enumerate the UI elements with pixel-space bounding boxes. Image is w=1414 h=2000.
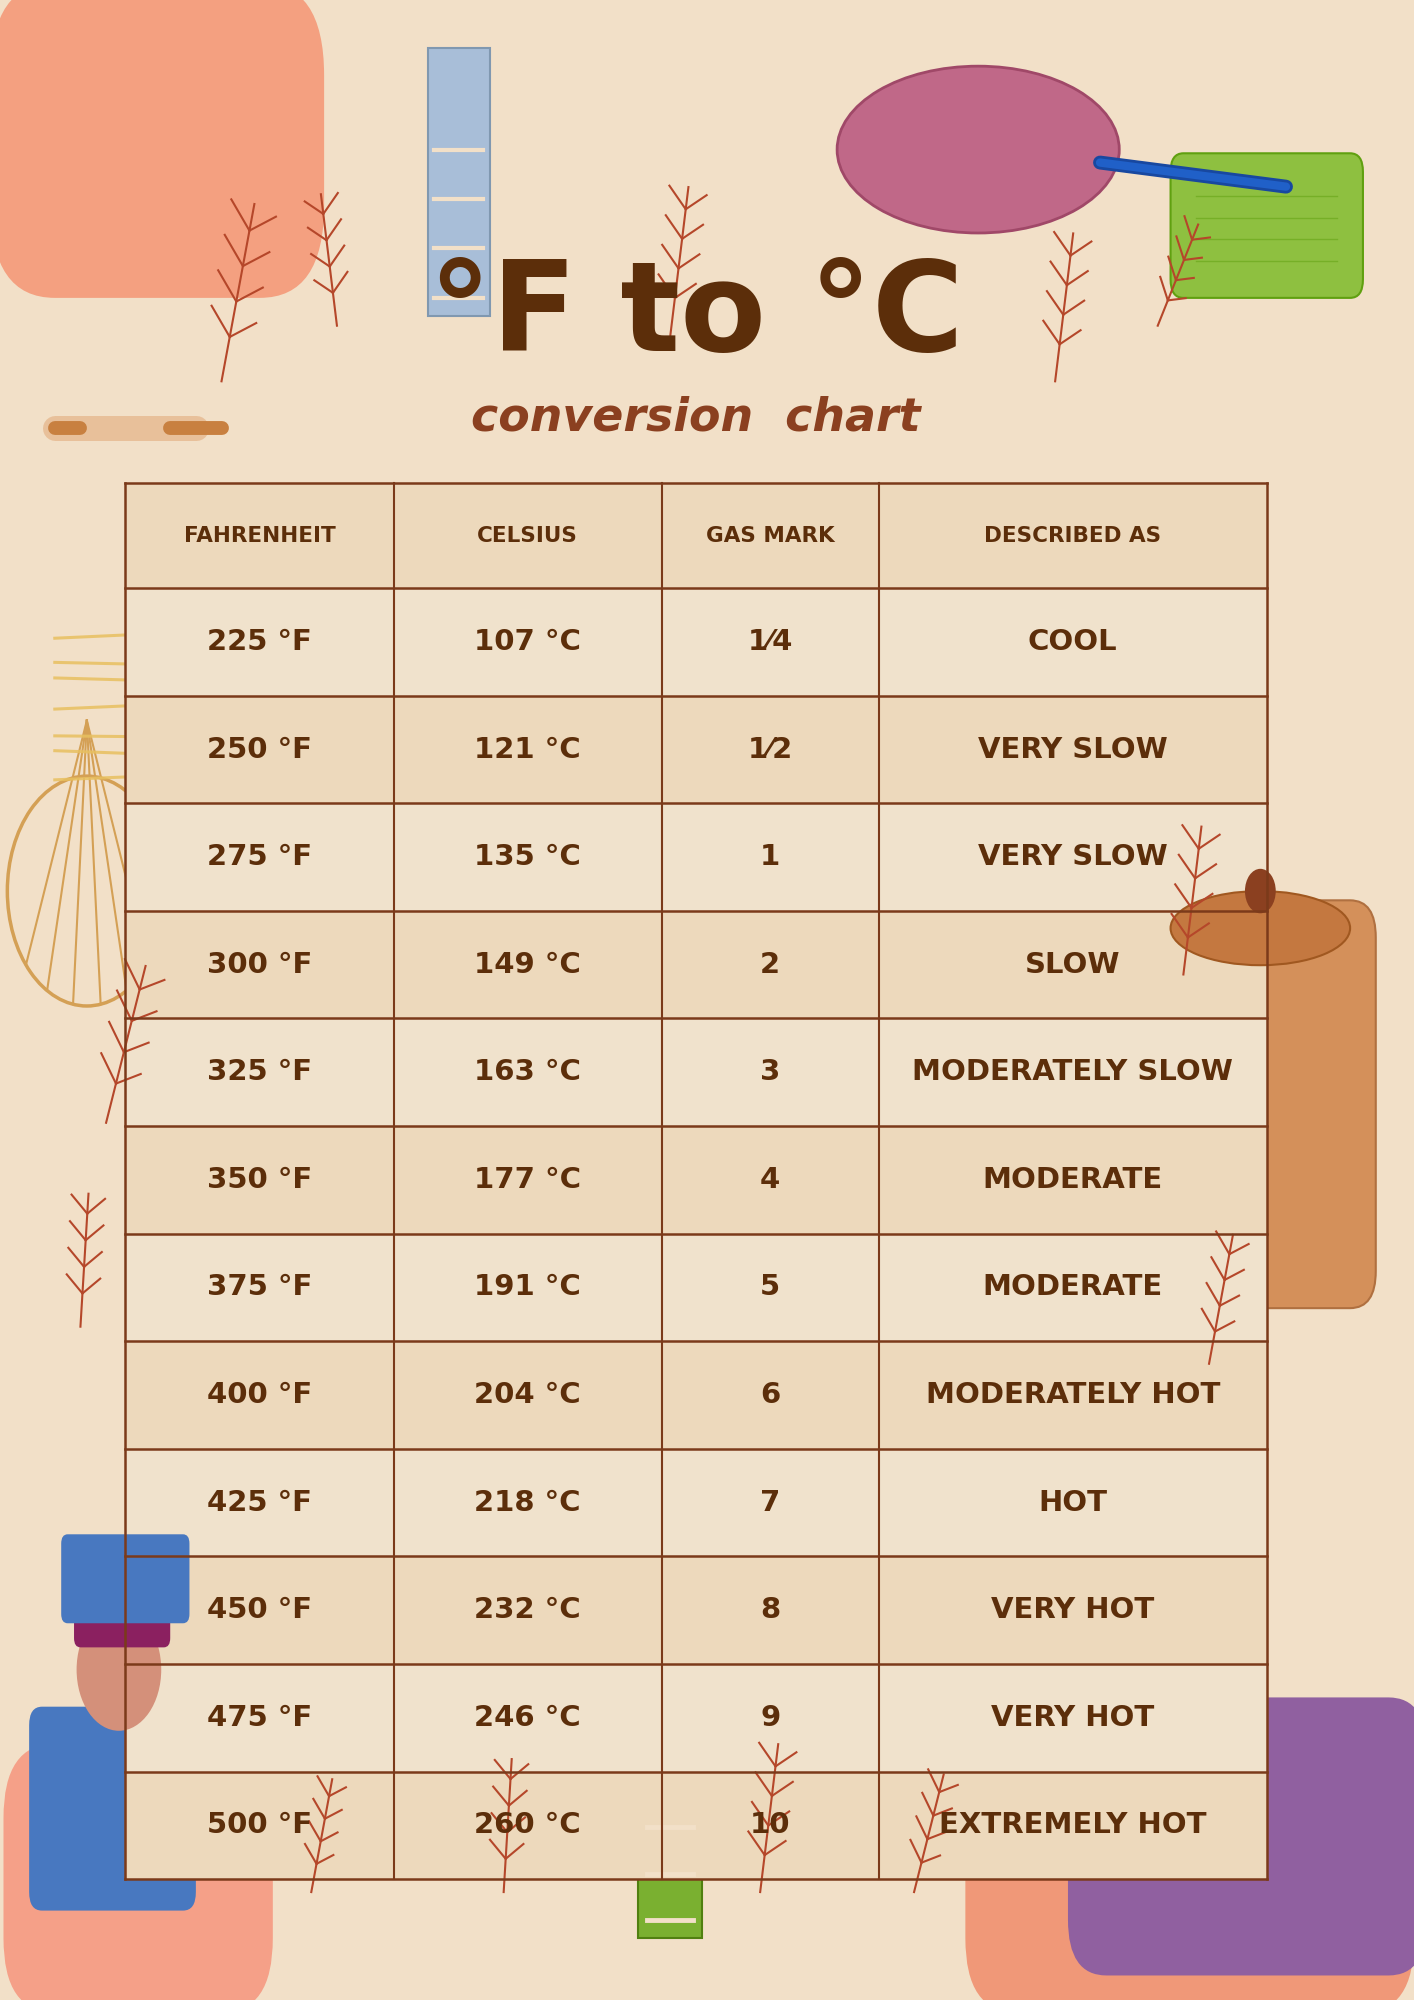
Text: 163 °C: 163 °C — [474, 1058, 581, 1086]
Text: 260 °C: 260 °C — [474, 1812, 581, 1840]
Text: 325 °F: 325 °F — [206, 1058, 312, 1086]
Text: 350 °F: 350 °F — [206, 1166, 312, 1194]
Bar — [126, 1664, 1267, 1772]
Text: 225 °F: 225 °F — [206, 628, 312, 656]
Text: 275 °F: 275 °F — [206, 844, 312, 872]
Text: VERY SLOW: VERY SLOW — [978, 844, 1168, 872]
Text: 1⁄4: 1⁄4 — [748, 628, 793, 656]
Text: VERY SLOW: VERY SLOW — [978, 736, 1168, 764]
Text: conversion  chart: conversion chart — [471, 396, 921, 440]
FancyBboxPatch shape — [1068, 1698, 1414, 1976]
Text: 3: 3 — [761, 1058, 781, 1086]
Bar — [428, 48, 489, 316]
Bar — [126, 1772, 1267, 1880]
Bar — [126, 588, 1267, 696]
Text: 475 °F: 475 °F — [206, 1704, 312, 1732]
Text: 8: 8 — [761, 1596, 781, 1624]
Text: COOL: COOL — [1028, 628, 1117, 656]
Bar — [126, 484, 1267, 588]
Circle shape — [1244, 868, 1275, 914]
Text: MODERATELY HOT: MODERATELY HOT — [926, 1380, 1220, 1408]
Text: 191 °C: 191 °C — [474, 1274, 581, 1302]
Bar — [126, 1556, 1267, 1664]
FancyBboxPatch shape — [74, 1582, 170, 1648]
FancyBboxPatch shape — [1145, 900, 1376, 1308]
Text: 400 °F: 400 °F — [206, 1380, 312, 1408]
Bar — [126, 1234, 1267, 1342]
Text: 232 °C: 232 °C — [474, 1596, 581, 1624]
Bar — [126, 1342, 1267, 1448]
Text: 9: 9 — [761, 1704, 781, 1732]
Bar — [126, 1448, 1267, 1556]
Text: DESCRIBED AS: DESCRIBED AS — [984, 526, 1161, 546]
FancyBboxPatch shape — [0, 0, 324, 298]
Text: HOT: HOT — [1038, 1488, 1107, 1516]
Text: 6: 6 — [761, 1380, 781, 1408]
Text: 250 °F: 250 °F — [206, 736, 312, 764]
Text: MODERATE: MODERATE — [983, 1166, 1162, 1194]
Text: 375 °F: 375 °F — [206, 1274, 312, 1302]
Text: 500 °F: 500 °F — [206, 1812, 312, 1840]
Bar — [126, 804, 1267, 910]
Text: °F to °C: °F to °C — [428, 256, 963, 376]
Text: 177 °C: 177 °C — [474, 1166, 581, 1194]
Text: SLOW: SLOW — [1025, 950, 1120, 978]
Text: FAHRENHEIT: FAHRENHEIT — [184, 526, 335, 546]
FancyBboxPatch shape — [1171, 154, 1363, 298]
Bar — [126, 1018, 1267, 1126]
FancyBboxPatch shape — [966, 1706, 1414, 2000]
Circle shape — [76, 1608, 161, 1730]
Text: 2: 2 — [761, 950, 781, 978]
Text: 1: 1 — [761, 844, 781, 872]
Text: 425 °F: 425 °F — [206, 1488, 312, 1516]
Text: 149 °C: 149 °C — [474, 950, 581, 978]
Text: 10: 10 — [749, 1812, 790, 1840]
FancyBboxPatch shape — [30, 1706, 197, 1910]
Text: 107 °C: 107 °C — [474, 628, 581, 656]
Bar — [638, 1780, 703, 1938]
Text: VERY HOT: VERY HOT — [991, 1596, 1154, 1624]
Text: 1⁄2: 1⁄2 — [748, 736, 793, 764]
Text: 7: 7 — [761, 1488, 781, 1516]
Text: EXTREMELY HOT: EXTREMELY HOT — [939, 1812, 1206, 1840]
Bar — [126, 1126, 1267, 1234]
Text: 450 °F: 450 °F — [206, 1596, 312, 1624]
Text: VERY HOT: VERY HOT — [991, 1704, 1154, 1732]
Text: MODERATE: MODERATE — [983, 1274, 1162, 1302]
Text: GAS MARK: GAS MARK — [706, 526, 834, 546]
Ellipse shape — [1171, 892, 1350, 966]
Text: 5: 5 — [761, 1274, 781, 1302]
Bar — [126, 910, 1267, 1018]
Text: 4: 4 — [761, 1166, 781, 1194]
Text: CELSIUS: CELSIUS — [478, 526, 578, 546]
Text: 218 °C: 218 °C — [475, 1488, 581, 1516]
Text: 204 °C: 204 °C — [474, 1380, 581, 1408]
Text: MODERATELY SLOW: MODERATELY SLOW — [912, 1058, 1233, 1086]
FancyBboxPatch shape — [61, 1534, 189, 1624]
FancyBboxPatch shape — [3, 1744, 273, 2000]
Text: 121 °C: 121 °C — [474, 736, 581, 764]
Bar — [126, 696, 1267, 804]
Text: 135 °C: 135 °C — [474, 844, 581, 872]
Ellipse shape — [837, 66, 1120, 232]
Text: 300 °F: 300 °F — [206, 950, 312, 978]
Text: 246 °C: 246 °C — [474, 1704, 581, 1732]
